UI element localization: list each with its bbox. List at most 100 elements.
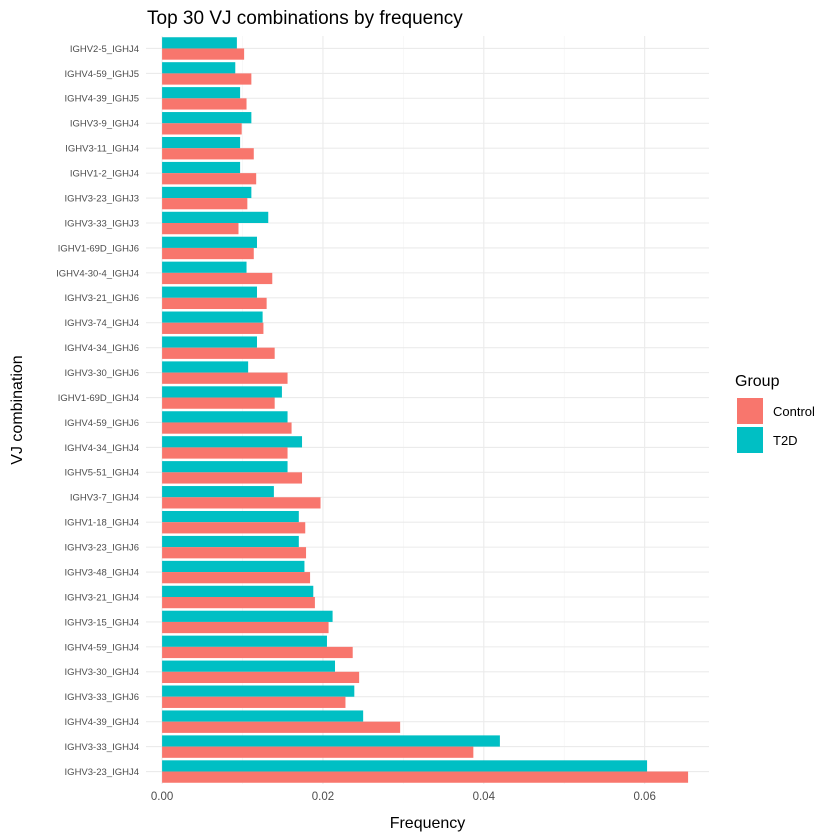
legend-title: Group (735, 373, 780, 390)
bar-t2d (162, 735, 500, 747)
bar-control (162, 771, 689, 783)
bar-t2d (162, 685, 355, 697)
y-tick-label: IGHV3-9_IGHJ4 (70, 119, 139, 130)
bar-t2d (162, 710, 364, 722)
bar-control (162, 148, 254, 160)
bar-control (162, 621, 329, 634)
y-tick-label: IGHV3-11_IGHJ4 (65, 144, 139, 155)
bar-t2d (162, 87, 241, 99)
bar-control (162, 397, 275, 409)
bar-t2d (162, 361, 249, 373)
bar-control (162, 522, 306, 534)
y-tick-label: IGHV4-59_IGHJ6 (65, 418, 139, 429)
bar-t2d (162, 610, 333, 622)
y-tick-label: IGHV1-69D_IGHJ4 (58, 393, 139, 404)
y-tick-label: IGHV3-15_IGHJ4 (65, 617, 139, 628)
y-tick-labels: IGHV2-5_IGHJ4 IGHV4-59_IGHJ5 IGHV4-39_IGHJ… (56, 44, 139, 778)
y-tick-label: IGHV3-23_IGHJ4 (65, 767, 139, 778)
bar-t2d (162, 136, 241, 149)
x-tick-label: 0.00 (151, 791, 173, 803)
bar-t2d (162, 411, 288, 423)
legend-swatch-control (737, 398, 763, 424)
bar-control (162, 646, 353, 659)
bar-control (162, 696, 346, 708)
bar-control (162, 597, 315, 609)
bar-control (162, 572, 311, 584)
bars (162, 37, 689, 783)
bar-control (162, 671, 360, 684)
bar-control (162, 372, 288, 384)
legend: Group Control T2D (735, 373, 815, 453)
bar-control (162, 347, 275, 359)
y-tick-label: IGHV5-51_IGHJ4 (65, 468, 139, 479)
bar-t2d (162, 236, 257, 248)
bar-control (162, 447, 288, 459)
y-tick-label: IGHV3-7_IGHJ4 (70, 493, 139, 504)
legend-label-t2d: T2D (773, 433, 798, 448)
bar-control (162, 497, 321, 509)
bar-control (162, 73, 252, 85)
x-tick-label: 0.02 (312, 791, 334, 803)
y-tick-label: IGHV1-2_IGHJ4 (70, 169, 139, 180)
bar-control (162, 173, 257, 185)
bar-control (162, 746, 474, 758)
bar-control (162, 198, 248, 210)
bar-t2d (162, 62, 236, 74)
y-tick-label: IGHV3-74_IGHJ4 (65, 318, 139, 329)
bar-t2d (162, 336, 257, 348)
bar-t2d (162, 436, 303, 448)
bar-t2d (162, 211, 269, 223)
x-tick-labels: 0.00 0.02 0.04 0.06 (151, 791, 656, 803)
y-tick-label: IGHV4-34_IGHJ6 (65, 343, 139, 354)
bar-t2d (162, 535, 299, 548)
x-tick-label: 0.04 (473, 791, 496, 803)
y-tick-label: IGHV3-33_IGHJ3 (65, 218, 139, 229)
bar-t2d (162, 660, 336, 672)
x-axis-label: Frequency (390, 815, 466, 832)
y-tick-label: IGHV3-30_IGHJ6 (65, 368, 139, 379)
y-tick-label: IGHV3-23_IGHJ6 (65, 543, 139, 554)
bar-t2d (162, 112, 252, 124)
bar-t2d (162, 585, 314, 597)
bar-control (162, 247, 254, 260)
bar-t2d (162, 186, 252, 199)
bar-t2d (162, 37, 237, 49)
bar-t2d (162, 261, 247, 273)
bar-control (162, 223, 239, 235)
legend-label-control: Control (773, 404, 815, 419)
bar-control (162, 322, 264, 334)
bar-control (162, 297, 267, 310)
bar-t2d (162, 386, 282, 398)
bar-control (162, 547, 307, 559)
chart-title: Top 30 VJ combinations by frequency (147, 8, 463, 29)
bar-t2d (162, 510, 299, 523)
y-tick-label: IGHV4-34_IGHJ4 (65, 443, 139, 454)
y-tick-label: IGHV3-30_IGHJ4 (65, 667, 139, 678)
y-tick-label: IGHV4-39_IGHJ4 (65, 717, 139, 728)
y-tick-label: IGHV3-48_IGHJ4 (65, 567, 139, 578)
bar-t2d (162, 311, 263, 323)
bar-control (162, 123, 242, 135)
bar-t2d (162, 161, 241, 174)
y-tick-label: IGHV3-23_IGHJ3 (65, 193, 139, 204)
y-tick-label: IGHV2-5_IGHJ4 (70, 44, 139, 55)
bar-t2d (162, 461, 288, 473)
x-tick-label: 0.06 (633, 791, 655, 803)
legend-swatch-t2d (737, 427, 763, 453)
y-axis-label: VJ combination (9, 355, 26, 464)
bar-control (162, 48, 245, 60)
bar-control (162, 422, 292, 434)
bar-t2d (162, 486, 274, 498)
y-tick-label: IGHV3-21_IGHJ4 (65, 592, 139, 603)
bar-control (162, 98, 247, 110)
bar-t2d (162, 286, 257, 298)
y-tick-label: IGHV4-39_IGHJ5 (65, 94, 139, 105)
bar-control (162, 472, 303, 484)
bar-control (162, 721, 401, 733)
bar-t2d (162, 760, 648, 772)
y-tick-label: IGHV3-21_IGHJ6 (65, 293, 139, 304)
bar-control (162, 272, 273, 285)
y-tick-label: IGHV3-33_IGHJ6 (65, 692, 139, 703)
y-tick-label: IGHV3-33_IGHJ4 (65, 742, 139, 753)
